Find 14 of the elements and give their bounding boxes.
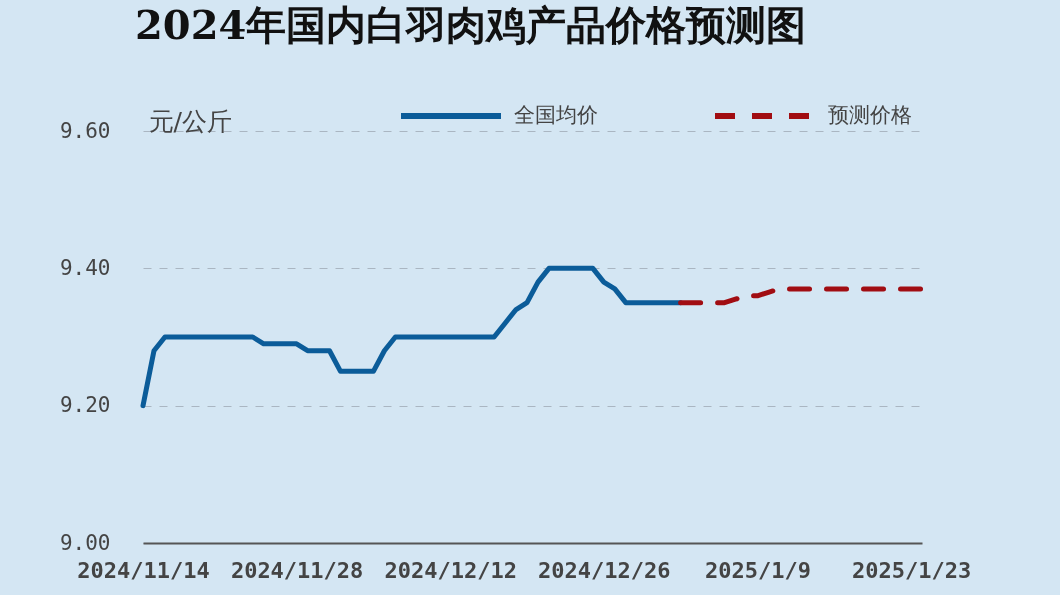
y-axis-title: 元/公斤 bbox=[148, 106, 232, 136]
y-tick-label: 9.00 bbox=[59, 530, 111, 555]
y-tick-label: 9.40 bbox=[59, 255, 111, 280]
x-tick-label: 2024/11/14 bbox=[77, 557, 210, 583]
x-tick-label: 2024/12/12 bbox=[384, 557, 517, 583]
x-tick-label: 2025/1/9 bbox=[704, 557, 811, 583]
y-tick-label: 9.20 bbox=[59, 393, 111, 418]
legend-label: 全国均价 bbox=[514, 103, 598, 127]
x-tick-label: 2024/12/26 bbox=[538, 557, 671, 583]
x-tick-label: 2025/1/23 bbox=[851, 557, 972, 583]
x-tick-label: 2024/11/28 bbox=[230, 557, 364, 583]
legend-label: 预测价格 bbox=[828, 103, 912, 127]
chart-title: 2024年国内白羽肉鸡产品价格预测图 bbox=[135, 1, 807, 48]
y-tick-label: 9.60 bbox=[59, 118, 111, 143]
